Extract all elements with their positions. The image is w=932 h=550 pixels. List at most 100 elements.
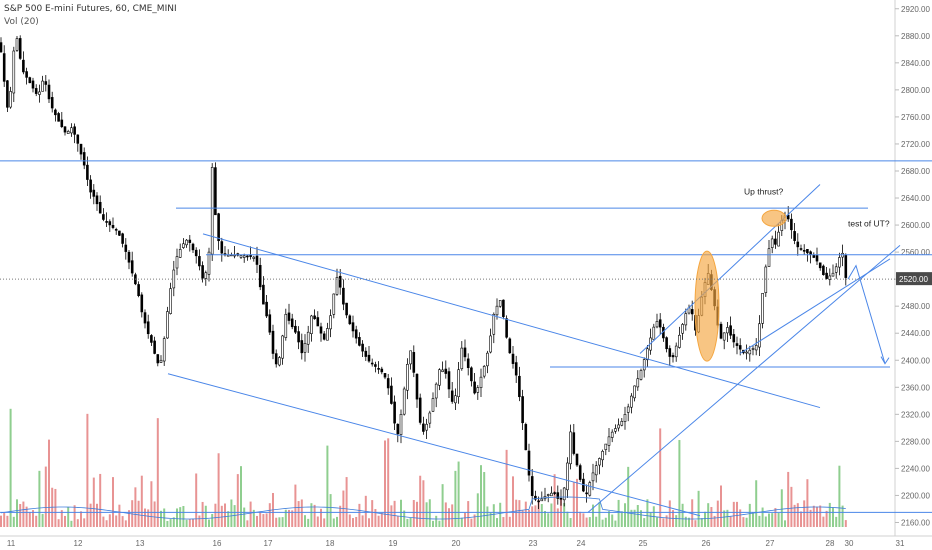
candle-body [818,262,822,269]
volume-bar [86,413,89,527]
time-tick-label: 16 [213,539,222,548]
volume-bar [400,499,402,527]
volume-bar [144,508,146,527]
volume-bar [390,505,393,527]
volume-bar [16,499,18,527]
volume-bar [502,517,505,527]
candle-body [719,323,723,339]
candle-body [399,414,403,435]
candle-body [326,328,329,341]
candle-body [463,347,467,358]
volume-bar [147,509,150,527]
volume-bar [118,504,121,527]
candle-body [70,127,73,134]
volume-bar [736,501,738,527]
candle-body [473,381,476,394]
volume-bar [150,481,153,527]
volume-bar [444,502,447,527]
volume-bar [358,503,361,527]
volume-bar [422,480,425,527]
trendline [202,233,821,409]
candle-body [249,255,252,257]
price-tick-label: 2640.00 [901,194,930,203]
volume-bar [172,517,175,527]
volume-bar [777,512,780,527]
volume-bar [428,499,431,527]
volume-bar [38,470,41,527]
volume-bar [566,511,569,527]
candle-body [671,355,675,358]
candle-body [585,492,588,495]
volume-bar [208,519,210,527]
candle-body [268,314,272,333]
candle-body [550,492,553,497]
volume-bar [534,505,537,527]
candle-body [185,239,188,246]
volume-bar [496,518,498,527]
candle-body [316,317,320,327]
volume-bar [198,515,201,527]
volume-bar [41,513,44,527]
price-tick-label: 2480.00 [901,302,930,311]
candle-body [25,71,28,78]
candle-body [838,257,841,268]
candle-body [623,414,627,422]
volume-bar [371,500,374,527]
candle-body [633,385,636,399]
candle-body [188,239,192,243]
price-tick-label: 2800.00 [901,86,930,95]
volume-bar [227,511,230,527]
candle-body [482,366,486,377]
candle-body [76,134,80,144]
volume-bar [432,520,434,527]
trendline [739,258,891,354]
volume-bar [352,518,354,527]
price-tick-label: 2200.00 [901,491,930,500]
candle-body [50,97,54,109]
candle-body [761,293,764,324]
price-tick-label: 2880.00 [901,32,930,41]
candle-body [57,113,60,122]
volume-bar [438,520,441,527]
volume-bar [752,512,754,527]
volume-bar [476,493,479,527]
candle-body [38,91,41,95]
price-tick-label: 2160.00 [901,518,930,527]
volume-bar [499,502,502,527]
candle-body [89,179,92,193]
candle-body [412,352,416,373]
candle-body [626,406,630,413]
candle-body [428,412,432,424]
price-tick-label: 2600.00 [901,221,930,230]
volume-bar [307,518,310,527]
volume-bar [560,499,562,527]
candle-body [828,275,832,280]
candle-body [834,266,838,273]
volume-bar [460,517,463,527]
annotation-test-of-ut: test of UT? [848,218,890,228]
volume-bar [630,509,633,527]
volume-bar [323,518,326,527]
volume-bar [348,514,351,527]
candle-body [102,214,105,220]
volume-bar [774,508,777,527]
volume-bar [668,500,671,527]
volume-bar [723,510,726,527]
time-tick-label: 11 [7,539,16,548]
candle-body [137,284,140,297]
candle-body [460,347,464,370]
volume-bar [812,505,815,527]
volume-bar [585,517,588,527]
candle-body [156,354,160,364]
candle-body [274,353,278,365]
candle-body [809,251,812,255]
time-tick-label: 13 [136,539,145,548]
candle-body [60,119,64,128]
last-price-badge [896,272,932,286]
volume-bar [259,512,262,527]
candle-body [162,338,166,362]
volume-bar [464,512,466,527]
candle-body [588,482,592,496]
volume-bar [640,510,642,527]
